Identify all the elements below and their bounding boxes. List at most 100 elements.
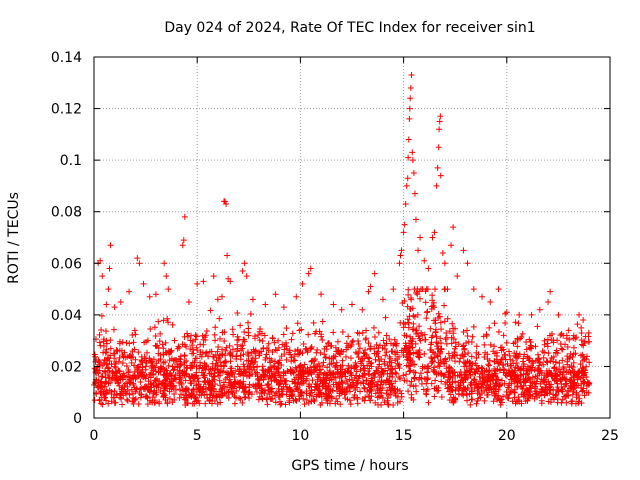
data-point xyxy=(407,382,414,389)
data-point xyxy=(521,351,528,358)
data-point xyxy=(524,397,531,404)
data-point xyxy=(544,340,551,347)
data-point xyxy=(562,341,569,348)
y-axis-label: ROTI / TECUs xyxy=(6,192,22,284)
data-point xyxy=(231,400,238,407)
data-point xyxy=(318,291,325,298)
data-point xyxy=(577,352,584,359)
data-point xyxy=(305,270,312,277)
data-point xyxy=(427,341,434,348)
data-point xyxy=(354,400,361,407)
data-point xyxy=(499,362,506,369)
data-point xyxy=(416,323,423,330)
data-point xyxy=(469,360,476,367)
data-point xyxy=(463,327,470,334)
data-point xyxy=(256,377,263,384)
data-point xyxy=(194,347,201,354)
data-point xyxy=(406,362,413,369)
data-point xyxy=(417,370,424,377)
data-point xyxy=(92,353,99,360)
data-point xyxy=(192,355,199,362)
data-point xyxy=(283,391,290,398)
data-point xyxy=(409,344,416,351)
data-point xyxy=(320,359,327,366)
data-point xyxy=(108,398,115,405)
data-point xyxy=(126,288,133,295)
data-point xyxy=(356,373,363,380)
data-point xyxy=(364,362,371,369)
data-point xyxy=(539,348,546,355)
data-point xyxy=(245,319,252,326)
data-point xyxy=(406,351,413,358)
data-point xyxy=(482,349,489,356)
data-point xyxy=(497,344,504,351)
data-point xyxy=(153,343,160,350)
data-point xyxy=(255,381,262,388)
y-tick-label: 0.14 xyxy=(51,50,82,66)
data-point xyxy=(264,401,271,408)
data-point xyxy=(570,372,577,379)
data-point xyxy=(505,395,512,402)
data-point xyxy=(135,349,142,356)
data-point xyxy=(359,306,366,313)
data-point xyxy=(95,377,102,384)
data-point xyxy=(326,367,333,374)
data-point xyxy=(157,330,164,337)
data-point xyxy=(250,382,257,389)
data-point xyxy=(288,336,295,343)
data-point xyxy=(353,380,360,387)
data-point xyxy=(196,400,203,407)
data-point xyxy=(545,350,552,357)
data-point xyxy=(402,321,409,328)
data-point xyxy=(421,331,428,338)
data-point xyxy=(378,365,385,372)
data-point xyxy=(437,172,444,179)
data-point xyxy=(283,339,290,346)
data-point xyxy=(111,388,118,395)
data-point xyxy=(328,342,335,349)
data-point xyxy=(107,337,114,344)
data-point xyxy=(528,362,535,369)
data-point xyxy=(379,368,386,375)
data-point xyxy=(260,345,267,352)
data-point xyxy=(405,291,412,298)
data-point xyxy=(574,321,581,328)
x-tick-label: 10 xyxy=(291,428,309,444)
data-point xyxy=(459,351,466,358)
data-point xyxy=(399,300,406,307)
data-point xyxy=(308,389,315,396)
data-point xyxy=(585,329,592,336)
data-point xyxy=(520,355,527,362)
data-point xyxy=(184,330,191,337)
data-point xyxy=(512,353,519,360)
data-point xyxy=(468,365,475,372)
data-point xyxy=(101,356,108,363)
data-point xyxy=(411,313,418,320)
data-point xyxy=(586,338,593,345)
data-point xyxy=(222,358,229,365)
data-point xyxy=(465,349,472,356)
data-point xyxy=(215,343,222,350)
data-point xyxy=(438,378,445,385)
data-point xyxy=(134,365,141,372)
data-point xyxy=(437,113,444,120)
data-point xyxy=(241,329,248,336)
data-point xyxy=(230,331,237,338)
data-point xyxy=(152,377,159,384)
data-point xyxy=(560,375,567,382)
data-point xyxy=(529,374,536,381)
data-point xyxy=(430,299,437,306)
data-point xyxy=(411,375,418,382)
data-point xyxy=(419,286,426,293)
data-point xyxy=(501,351,508,358)
data-point xyxy=(464,385,471,392)
data-point xyxy=(180,237,187,244)
data-point xyxy=(507,362,514,369)
data-point xyxy=(515,320,522,327)
data-point xyxy=(387,340,394,347)
data-point xyxy=(489,376,496,383)
data-point xyxy=(201,374,208,381)
data-point xyxy=(431,364,438,371)
data-point xyxy=(233,356,240,363)
data-point xyxy=(254,363,261,370)
